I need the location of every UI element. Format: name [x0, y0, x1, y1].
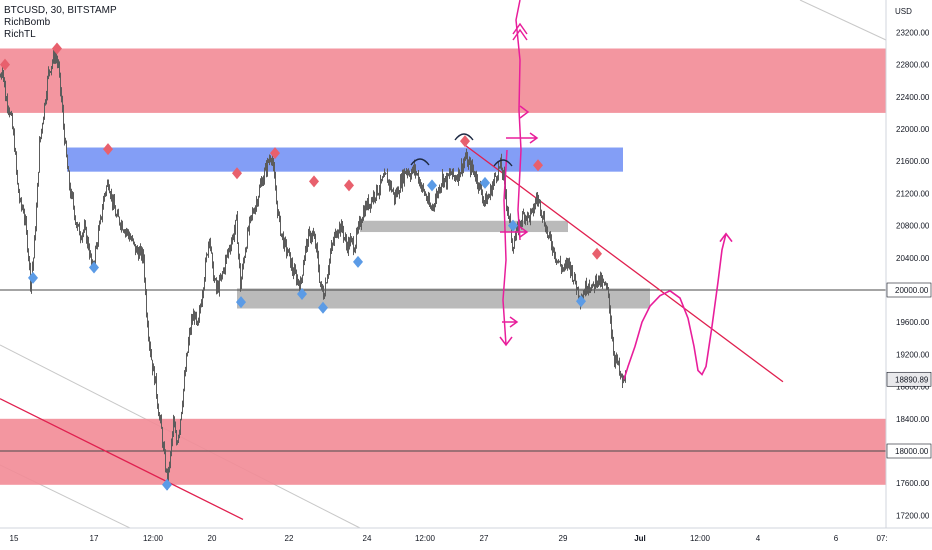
markers-layer — [0, 42, 602, 491]
double-arrow-head — [512, 22, 528, 41]
gray-zone — [237, 288, 650, 309]
buy-signal-marker — [508, 219, 518, 232]
time-axis-label: 12:00 — [415, 534, 436, 543]
buy-signal-marker — [353, 255, 363, 268]
buy-signal-marker — [427, 179, 437, 192]
lower-trendline[interactable] — [0, 398, 244, 521]
time-axis-label: 6 — [834, 534, 839, 543]
buy-signal-marker — [28, 271, 38, 284]
buy-signal-marker — [89, 261, 99, 274]
price-axis-bg — [886, 0, 932, 528]
last-price-badge-bg — [886, 371, 932, 387]
time-axis-label: Jul — [634, 534, 646, 543]
drawn-arrow-right — [500, 226, 529, 238]
blue-resistance-zone — [67, 147, 623, 172]
time-axis-label: 24 — [363, 534, 372, 543]
buy-signal-marker — [236, 296, 246, 309]
price-axis-label: 18800.00 — [896, 383, 930, 392]
time-axis-bg — [0, 528, 932, 550]
price-axis-label: 20400.00 — [896, 254, 930, 263]
indicator-richbomb-label[interactable]: RichBomb — [4, 17, 51, 28]
sell-signal-marker — [232, 167, 242, 180]
sell-signal-marker — [0, 58, 10, 71]
drawn-arrow-up — [515, 0, 522, 241]
pattern-arc — [454, 133, 474, 141]
time-axis-label: 12:00 — [690, 534, 711, 543]
currency-label: USD — [895, 7, 912, 16]
drawing-layer — [410, 0, 733, 380]
price-axis-label: 21200.00 — [896, 189, 930, 198]
symbol-label[interactable]: BTCUSD, 30, BITSTAMP — [4, 5, 117, 16]
sell-signal-marker — [52, 42, 62, 55]
buy-signal-marker — [162, 478, 172, 491]
price-axis-label: 17600.00 — [896, 479, 930, 488]
time-axis-label: 12:00 — [143, 534, 164, 543]
time-axis-label: 07: — [876, 534, 887, 543]
time-axis-label: 27 — [480, 534, 489, 543]
level-badge-bg — [886, 282, 932, 298]
price-axis-label: 22400.00 — [896, 93, 930, 102]
level-badge-bg — [886, 443, 932, 459]
level-badge[interactable]: 18000.00 — [895, 447, 929, 456]
sell-signal-marker — [270, 147, 280, 160]
time-axis-label: 15 — [10, 534, 19, 543]
buy-signal-marker — [297, 288, 307, 301]
drawn-arrow-right — [506, 132, 539, 144]
guide-line — [799, 0, 887, 41]
buy-signal-marker — [318, 301, 328, 314]
descending-trendline[interactable] — [464, 144, 784, 383]
price-axis-label: 19200.00 — [896, 350, 930, 359]
chart-legend: BTCUSD, 30, BITSTAMP RichBomb RichTL — [4, 5, 117, 41]
sell-signal-marker — [344, 179, 354, 192]
resistance-zone — [0, 48, 886, 113]
indicator-richtl-label[interactable]: RichTL — [4, 29, 36, 40]
sell-signal-marker — [309, 175, 319, 188]
last-price-badge[interactable]: 18890.89 — [895, 375, 929, 384]
pattern-arc — [493, 159, 513, 167]
support-zone — [0, 418, 886, 485]
price-axis-label: 21600.00 — [896, 157, 930, 166]
time-axis-label: 17 — [90, 534, 99, 543]
level-badge[interactable]: 20000.00 — [895, 286, 929, 295]
price-axis-label: 22800.00 — [896, 61, 930, 70]
time-axis-label: 4 — [756, 534, 761, 543]
time-axis-label: 29 — [559, 534, 568, 543]
projection-curve[interactable] — [623, 233, 727, 380]
sell-signal-marker — [592, 247, 602, 260]
buy-signal-marker — [480, 176, 490, 189]
price-axis-label: 23200.00 — [896, 28, 930, 37]
zones-layer — [0, 0, 887, 529]
price-axis-label: 18400.00 — [896, 415, 930, 424]
time-axis[interactable]: 15 17 12:00 20 22 24 12:00 27 29 Jul 12:00 4 6 07: — [0, 527, 932, 550]
time-axis-label: 20 — [208, 534, 217, 543]
time-axis-label: 22 — [285, 534, 294, 543]
drawn-arrow-down — [499, 149, 513, 347]
price-axis-label: 20800.00 — [896, 222, 930, 231]
pattern-arc — [410, 158, 430, 166]
price-layer — [0, 47, 626, 491]
drawn-arrow-right — [502, 316, 519, 328]
sell-signal-marker — [103, 143, 113, 156]
price-axis-label: 17200.00 — [896, 511, 930, 520]
gray-zone — [360, 220, 568, 233]
price-axis-label: 22000.00 — [896, 125, 930, 134]
projection-arrow-head — [719, 232, 733, 243]
price-axis[interactable]: USD 23200.00 22800.00 22400.00 22000.00 2160… — [885, 0, 932, 528]
buy-signal-marker — [576, 295, 586, 308]
sell-signal-marker — [533, 159, 543, 172]
price-axis-label: 19600.00 — [896, 318, 930, 327]
levels-layer — [0, 144, 886, 521]
drawn-tick — [519, 105, 530, 119]
sell-signal-marker — [460, 135, 470, 148]
